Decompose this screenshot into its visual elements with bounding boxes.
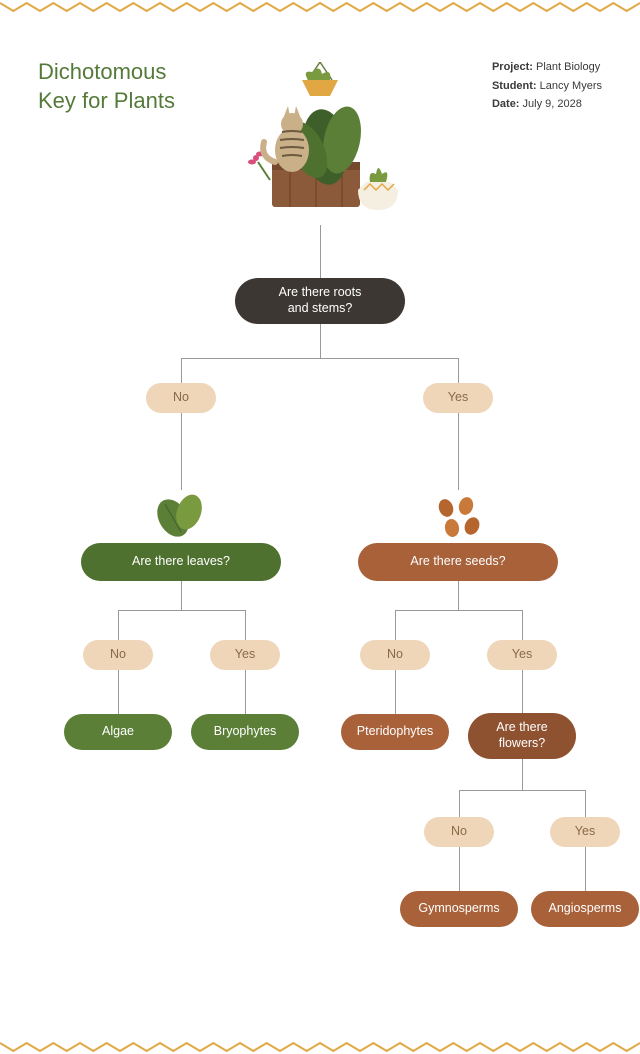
meta-project-value: Plant Biology (536, 61, 600, 73)
connector-h (395, 610, 522, 611)
meta-date-value: July 9, 2028 (523, 98, 582, 110)
node-gymno: Gymnosperms (400, 891, 518, 927)
node-yes1: Yes (423, 383, 493, 413)
leaves-icon (151, 490, 211, 540)
connector-h (459, 790, 585, 791)
node-no1: No (146, 383, 216, 413)
node-algae: Algae (64, 714, 172, 750)
seeds-icon (428, 492, 488, 542)
connector-v (181, 413, 182, 490)
connector-v (522, 610, 523, 640)
connector-v (320, 324, 321, 358)
title-line1: Dichotomous (38, 58, 175, 87)
connector-v (118, 670, 119, 714)
node-pter: Pteridophytes (341, 714, 449, 750)
connector-v (458, 581, 459, 610)
plant-illustration (230, 62, 410, 227)
connector-v (458, 358, 459, 383)
connector-v (395, 670, 396, 714)
connector-v (458, 413, 459, 490)
node-angio: Angiosperms (531, 891, 639, 927)
connector-v (585, 790, 586, 817)
node-no3: No (424, 817, 494, 847)
connector-v (522, 759, 523, 790)
node-no2l: No (83, 640, 153, 670)
connector-v (522, 670, 523, 713)
meta-date-label: Date: (492, 98, 520, 110)
page-title: Dichotomous Key for Plants (38, 58, 175, 115)
meta-student-value: Lancy Myers (540, 80, 602, 92)
connector-h (118, 610, 245, 611)
title-line2: Key for Plants (38, 87, 175, 116)
connector-v (459, 847, 460, 891)
connector-v (245, 610, 246, 640)
meta-block: Project: Plant Biology Student: Lancy My… (492, 58, 602, 114)
node-q1: Are there roots and stems? (235, 278, 405, 324)
node-bryo: Bryophytes (191, 714, 299, 750)
zigzag-border-top (0, 0, 640, 14)
connector-h (181, 358, 458, 359)
connector-v (245, 670, 246, 714)
node-q2l: Are there leaves? (81, 543, 281, 581)
connector-v (395, 610, 396, 640)
connector-v (118, 610, 119, 640)
connector-v (181, 581, 182, 610)
meta-student-label: Student: (492, 80, 537, 92)
node-yes2l: Yes (210, 640, 280, 670)
node-yes3: Yes (550, 817, 620, 847)
meta-project-label: Project: (492, 61, 533, 73)
node-no2r: No (360, 640, 430, 670)
connector-v (320, 225, 321, 278)
connector-v (459, 790, 460, 817)
connector-v (181, 358, 182, 383)
node-q2r: Are there seeds? (358, 543, 558, 581)
zigzag-border-bottom (0, 1040, 640, 1054)
node-q3: Are there flowers? (468, 713, 576, 759)
node-yes2r: Yes (487, 640, 557, 670)
connector-v (585, 847, 586, 891)
